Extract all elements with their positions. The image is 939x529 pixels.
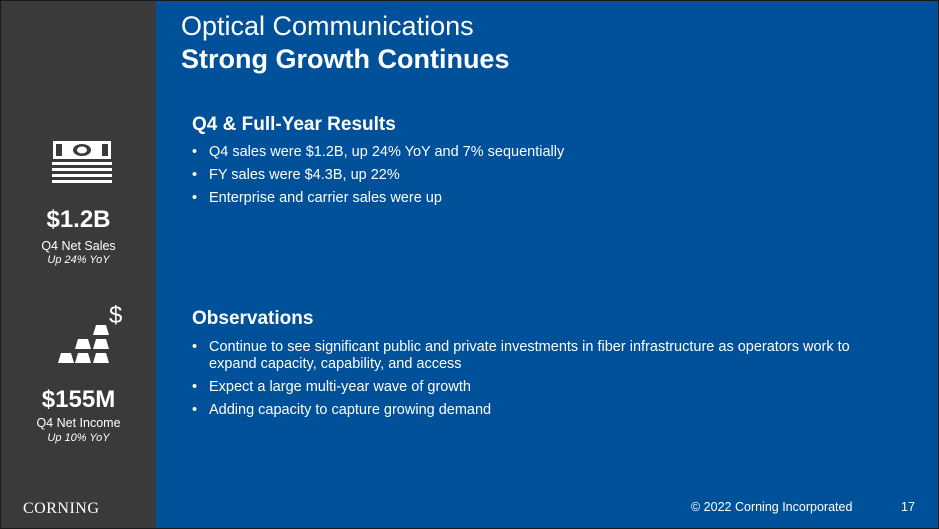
list-item: Enterprise and carrier sales were up xyxy=(192,190,892,207)
list-item: FY sales were $4.3B, up 22% xyxy=(192,167,892,184)
list-item: Expect a large multi-year wave of growth xyxy=(192,379,892,396)
svg-text:$: $ xyxy=(109,302,122,329)
sidebar: $1.2B Q4 Net Sales Up 24% YoY $ $155M Q4… xyxy=(1,1,156,528)
page-number: 17 xyxy=(901,500,915,514)
list-item: Adding capacity to capture growing deman… xyxy=(192,402,892,419)
page-subtitle: Strong Growth Continues xyxy=(181,44,510,74)
copyright-text: © 2022 Corning Incorporated xyxy=(691,500,853,514)
list-item: Continue to see significant public and p… xyxy=(192,339,869,373)
main-content: Optical Communications Strong Growth Con… xyxy=(156,1,938,528)
observations-heading: Observations xyxy=(192,308,314,329)
page-title: Optical Communications xyxy=(181,11,474,41)
observations-list: Continue to see significant public and p… xyxy=(192,339,892,425)
metric-income-label: Q4 Net Income xyxy=(36,416,121,430)
metric-sales-sub: Up 24% YoY xyxy=(47,254,110,266)
metric-income-value: $155M xyxy=(41,386,116,413)
results-list: Q4 sales were $1.2B, up 24% YoY and 7% s… xyxy=(192,144,892,213)
results-heading: Q4 & Full-Year Results xyxy=(192,114,396,135)
metric-income-sub: Up 10% YoY xyxy=(47,432,110,444)
money-stack-icon xyxy=(51,139,113,192)
gold-bars-dollar-icon: $ xyxy=(56,299,128,374)
corning-logo: CORNING xyxy=(23,500,100,517)
metric-sales-value: $1.2B xyxy=(46,206,111,233)
list-item: Q4 sales were $1.2B, up 24% YoY and 7% s… xyxy=(192,144,892,161)
metric-sales-label: Q4 Net Sales xyxy=(41,239,116,253)
